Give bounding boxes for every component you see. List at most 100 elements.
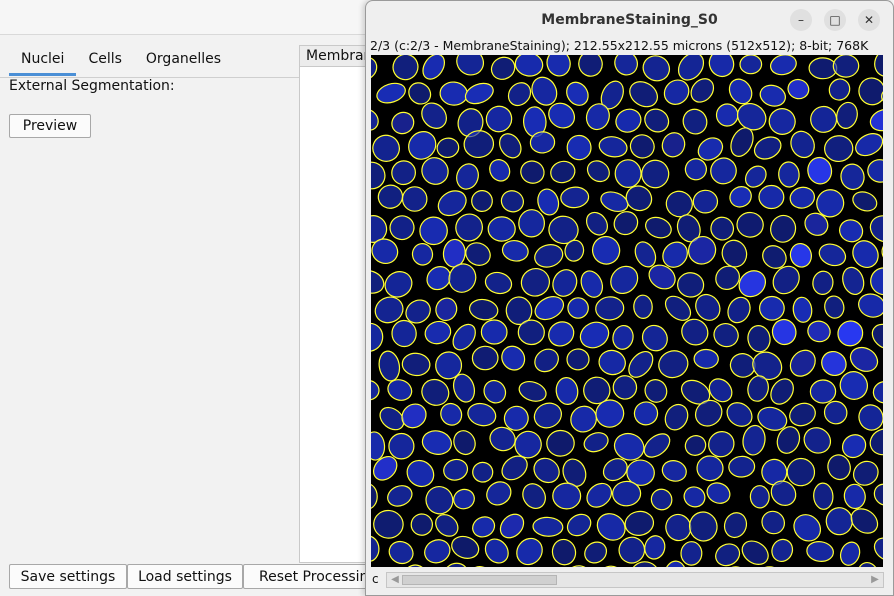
nucleus-outline [610,265,639,295]
nucleus-outline [642,55,671,82]
tab-cells[interactable]: Cells [88,51,122,67]
nucleus-outline [747,325,771,353]
nucleus-outline [869,428,883,456]
nucleus-outline [677,55,705,81]
nucleus-outline [832,55,860,78]
nucleus-outline [615,108,642,133]
nucleus-outline [499,133,522,159]
nucleus-outline [730,127,754,157]
nucleus-outline [439,81,468,106]
nucleus-outline [480,319,508,345]
nucleus-outline [371,483,378,510]
nucleus-outline [867,159,883,183]
nucleus-outline [586,160,610,183]
scroll-left-icon[interactable]: ◀ [391,574,399,585]
image-canvas[interactable] [371,55,883,567]
nucleus-outline [602,458,628,482]
nucleus-outline [371,56,378,80]
nucleus-outline [661,132,686,158]
nucleus-outline [440,402,463,426]
nucleus-outline [858,77,883,106]
nucleus-outline [560,186,590,209]
nucleus-outline [455,213,483,242]
nucleus-outline [518,209,546,238]
nucleus-outline [744,165,767,188]
nucleus-outline [633,401,659,426]
scroll-thumb[interactable] [402,575,557,585]
nucleus-outline [422,55,446,80]
nucleus-outline [371,108,379,131]
nucleus-outline [484,538,509,564]
nucleus-outline [612,375,638,400]
nucleus-outline [613,211,639,236]
nucleus-outline [534,348,559,373]
tab-nuclei[interactable]: Nuclei [9,48,77,76]
tab-organelles[interactable]: Organelles [145,51,222,67]
nucleus-outline [644,108,670,133]
nucleus-outline [426,266,451,291]
maximize-icon[interactable]: □ [824,9,846,31]
nucleus-outline [533,457,560,484]
nucleus-outline [371,535,380,562]
nucleus-outline [598,349,626,376]
nucleus-outline [435,514,459,537]
nucleus-outline [857,562,880,567]
nucleus-outline [371,322,384,352]
nucleus-outline [468,566,494,567]
nucleus-outline [388,540,414,565]
nucleus-outline [806,541,834,562]
nucleus-outline [551,538,577,566]
nucleus-outline [810,105,838,133]
nucleus-outline [641,159,670,189]
load-settings-button[interactable]: Load settings [127,564,243,589]
nucleus-outline [548,321,575,347]
nucleus-outline [687,236,717,265]
nucleus-outline [419,216,448,246]
nucleus-outline [772,265,800,295]
image-window: MembraneStaining_S0 – □ ✕ 2/3 (c:2/3 - M… [365,0,894,596]
nucleus-outline [787,78,810,100]
scroll-right-icon[interactable]: ▶ [871,574,879,585]
nucleus-outline [507,82,532,107]
nucleus-outline [453,488,475,510]
nucleus-outline [371,270,385,294]
nucleus-outline [729,186,752,208]
save-settings-button[interactable]: Save settings [9,564,127,589]
nucleus-outline [408,82,432,105]
nucleus-outline [371,379,380,401]
nucleus-outline [518,381,547,402]
nucleus-outline [643,433,671,458]
nucleus-outline [783,564,816,567]
nucleus-outline [771,538,794,563]
nucleus-outline [841,434,867,459]
reset-processing-button[interactable]: Reset Processing [243,564,373,589]
nucleus-outline [684,158,707,181]
nucleus-outline [520,160,545,184]
preview-button[interactable]: Preview [9,114,91,138]
nucleus-outline [533,402,562,429]
nucleus-outline [463,130,495,159]
nucleus-outline [371,215,388,243]
nucleus-outline [408,131,437,160]
nucleus-outline [715,103,739,127]
window-title[interactable]: MembraneStaining_S0 [541,12,718,28]
nucleus-outline [486,481,512,506]
close-icon[interactable]: ✕ [858,9,880,31]
nucleus-outline [839,219,864,243]
nucleus-outline [807,320,831,343]
nucleus-outline [501,455,528,481]
nucleus-outline [421,102,447,129]
nucleus-outline [824,135,854,163]
nucleus-outline [411,243,434,266]
nucleus-outline [391,319,417,348]
channel-scrollbar[interactable]: ◀ ▶ [386,572,884,588]
nucleus-outline [379,406,405,431]
nucleus-outline [633,294,653,319]
nucleus-outline [502,565,535,567]
nucleus-outline [747,375,769,402]
external-segmentation-label: External Segmentation: [9,78,175,94]
nucleus-outline [821,350,847,377]
minimize-icon[interactable]: – [790,9,812,31]
nucleus-outline [424,539,451,564]
tab-divider [0,77,300,78]
